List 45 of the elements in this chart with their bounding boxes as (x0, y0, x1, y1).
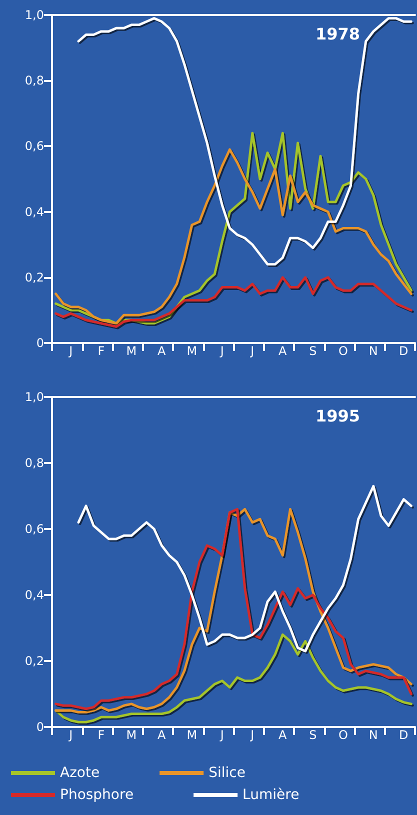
x-tick-label: A (278, 728, 288, 742)
y-tick-label: 0,6 (24, 522, 44, 536)
x-tick-label: N (368, 344, 378, 358)
y-tick-label: 0,8 (24, 74, 44, 88)
y-tick-label: 0,6 (24, 139, 44, 154)
x-tick-label: J (250, 344, 254, 358)
x-tick-label: J (219, 344, 224, 358)
y-tick-label: 0,2 (24, 654, 44, 668)
legend-label: Silice (208, 765, 246, 781)
y-tick-label: 1,0 (24, 390, 44, 404)
x-tick-label: O (338, 728, 348, 742)
x-tick-label: F (98, 728, 105, 742)
x-tick-label: O (338, 344, 348, 358)
x-tick-label: A (278, 344, 288, 358)
line-series (54, 276, 412, 328)
text: 1978 (315, 24, 360, 44)
y-tick-label: 0,8 (24, 456, 44, 470)
x-tick-label: S (309, 344, 317, 358)
x-tick-label: M (186, 344, 198, 358)
y-tick-label: 1,0 (24, 8, 44, 22)
line-series (77, 484, 412, 652)
x-tick-label: S (309, 728, 317, 742)
y-tick-label: 0,2 (24, 270, 44, 284)
x-tick-label: M (126, 344, 137, 358)
x-tick-label: A (158, 344, 167, 358)
x-tick-label: J (68, 728, 73, 742)
x-tick-label: J (250, 728, 254, 742)
x-tick-label: J (68, 344, 73, 358)
x-tick-label: F (98, 344, 105, 358)
text: 1995 (315, 406, 360, 426)
line-series (54, 633, 412, 724)
x-tick-label: A (158, 728, 167, 742)
y-tick-label: 0,4 (24, 588, 44, 602)
x-tick-label: N (368, 728, 378, 742)
y-tick-label: 0,4 (24, 204, 44, 219)
x-tick-label: D (399, 344, 408, 358)
y-tick-label: 0 (36, 336, 44, 350)
x-tick-label: M (186, 728, 198, 742)
legend-label: Phosphore (60, 787, 134, 803)
legend-label: Azote (60, 765, 100, 781)
x-tick-label: J (219, 728, 224, 742)
x-tick-label: M (126, 728, 137, 742)
legend-label: Lumière (242, 787, 300, 803)
y-tick-label: 0 (36, 720, 44, 734)
x-tick-label: D (399, 728, 408, 742)
